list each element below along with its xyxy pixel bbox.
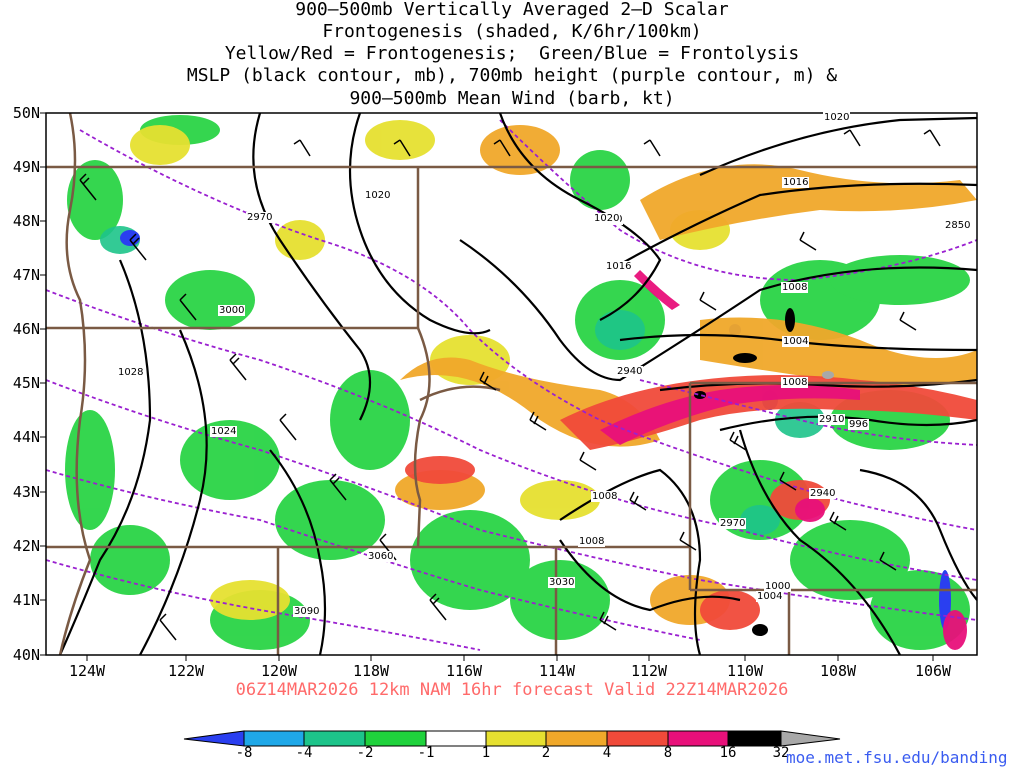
lon-label: 114W xyxy=(538,662,576,680)
mslp-contour-label: 1004 xyxy=(756,591,784,602)
lon-label: 108W xyxy=(819,662,857,680)
lat-label: 40N xyxy=(12,646,40,664)
colorbar-label: -2 xyxy=(356,745,374,761)
mslp-contour-label: 1000 xyxy=(764,581,792,592)
mslp-contour-label: 1008 xyxy=(781,282,809,293)
title-line-5: 900–500mb Mean Wind (barb, kt) xyxy=(349,88,675,109)
mslp-contour-label: 1008 xyxy=(578,536,606,547)
height-contour-label: 3060 xyxy=(367,551,395,562)
map-frame xyxy=(45,112,978,656)
lat-label: 44N xyxy=(12,428,40,446)
lat-label: 49N xyxy=(12,158,40,176)
mslp-contour-label: 1016 xyxy=(782,177,810,188)
lat-label: 46N xyxy=(12,320,40,338)
lat-label: 42N xyxy=(12,537,40,555)
lon-label: 106W xyxy=(914,662,952,680)
title-line-2: Frontogenesis (shaded, K/6hr/100km) xyxy=(322,21,702,42)
lat-label: 41N xyxy=(12,591,40,609)
height-contour-label: 2850 xyxy=(944,220,972,231)
mslp-contour-label: 1016 xyxy=(605,261,633,272)
colorbar-label: 8 xyxy=(663,745,673,761)
height-contour-label: 2970 xyxy=(719,518,747,529)
lon-label: 116W xyxy=(445,662,483,680)
title-line-3: Yellow/Red = Frontogenesis; Green/Blue =… xyxy=(224,43,800,64)
height-contour-label: 3090 xyxy=(293,606,321,617)
lat-label: 48N xyxy=(12,212,40,230)
mslp-contour-label: 1020 xyxy=(364,190,392,201)
colorbar-label: -4 xyxy=(295,745,313,761)
title-line-4: MSLP (black contour, mb), 700mb height (… xyxy=(186,65,838,86)
mslp-contour-label: 1020 xyxy=(823,112,851,123)
title-line-1: 900–500mb Vertically Averaged 2–D Scalar xyxy=(295,0,729,20)
colorbar-label: 4 xyxy=(602,745,612,761)
colorbar-label: -1 xyxy=(417,745,435,761)
lat-label: 50N xyxy=(12,104,40,122)
credit-link[interactable]: moe.met.fsu.edu/banding xyxy=(786,748,1008,767)
colorbar-label: -8 xyxy=(235,745,253,761)
lon-label: 120W xyxy=(260,662,298,680)
height-contour-label: 2940 xyxy=(809,488,837,499)
forecast-valid-subtitle: 06Z14MAR2026 12km NAM 16hr forecast Vali… xyxy=(235,680,789,700)
mslp-contour-label: 996 xyxy=(848,419,870,430)
wind-barbs xyxy=(79,129,941,641)
height-contour-label: 2910 xyxy=(818,414,846,425)
lon-label: 122W xyxy=(167,662,205,680)
state-boundaries xyxy=(46,113,977,655)
colorbar-label: 1 xyxy=(481,745,491,761)
height-contour-label: 3000 xyxy=(218,305,246,316)
lon-label: 124W xyxy=(68,662,106,680)
lon-label: 112W xyxy=(630,662,668,680)
lat-label: 47N xyxy=(12,266,40,284)
colorbar xyxy=(183,730,841,747)
mslp-contour-label: 1004 xyxy=(782,336,810,347)
mslp-contour-label: 1028 xyxy=(117,367,145,378)
mslp-contour-label: 1008 xyxy=(591,491,619,502)
height-contour-label: 3030 xyxy=(548,577,576,588)
height-contour-label: 2970 xyxy=(246,212,274,223)
colorbar-label: 16 xyxy=(719,745,737,761)
mslp-contour-label: 1024 xyxy=(210,426,238,437)
lon-label: 110W xyxy=(726,662,764,680)
lat-label: 45N xyxy=(12,374,40,392)
lon-label: 118W xyxy=(352,662,390,680)
mslp-contours xyxy=(58,113,977,655)
mslp-contour-label: 1008 xyxy=(781,377,809,388)
height-contour-label: 2940 xyxy=(616,366,644,377)
colorbar-label: 32 xyxy=(772,745,790,761)
colorbar-label: 2 xyxy=(541,745,551,761)
mslp-contour-label: 1020 xyxy=(593,213,621,224)
lat-label: 43N xyxy=(12,483,40,501)
